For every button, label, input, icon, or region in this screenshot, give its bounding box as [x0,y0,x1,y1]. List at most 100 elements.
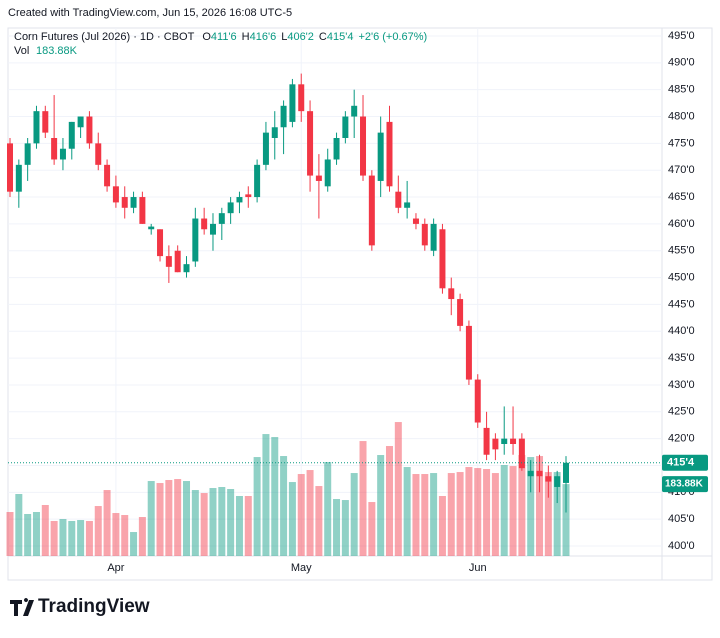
candle-body [280,105,287,128]
candle-body [298,84,305,112]
candle-body [165,256,172,267]
volume-bar [359,441,367,556]
y-tick-label: 405'0 [668,513,695,525]
candle-body [157,229,164,257]
candle-body [104,164,111,187]
volume-bar [341,500,349,556]
candle-body [545,476,552,482]
chart-title: Corn Futures (Jul 2026) · 1D · CBOT [14,31,195,43]
x-tick-label: Jun [469,562,487,574]
volume-bar [385,446,393,556]
candle-body [421,223,428,246]
volume-bar [377,455,385,556]
candle-body [262,132,269,165]
volume-bar [235,496,243,556]
candle-body [439,229,446,289]
candle-body [483,427,490,455]
candle-body [183,264,190,273]
volume-bar [15,494,23,556]
volume-bar [138,517,146,556]
candle-body [465,325,472,380]
volume-bar [183,481,191,556]
volume-bar [94,506,102,556]
brand-name: TradingView [38,596,150,617]
change: +2'6 (+0.67%) [358,31,427,43]
y-tick-label: 440'0 [668,325,695,337]
volume-bar [288,482,296,556]
volume-bar [465,467,473,556]
ohlc-value: 415'4 [327,31,354,43]
candle-body [554,476,561,487]
candle-body [386,121,393,187]
y-tick-label: 460'0 [668,218,695,230]
candle-body [510,438,517,444]
ohlc-label: L [281,31,287,43]
ohlc-label: C [319,31,327,43]
x-tick-label: Apr [107,562,124,574]
candle-body [342,116,349,138]
y-tick-label: 485'0 [668,84,695,96]
volume-bar [350,473,358,556]
volume-bar [77,520,85,556]
brand-logo [10,598,34,616]
volume-bar [518,455,526,556]
volume-bar [333,499,341,556]
volume-bar [394,422,402,556]
volume-bar [85,520,93,556]
candle-body [501,438,508,444]
candle-body [68,121,75,149]
volume-value: 183.88K [36,45,78,57]
volume-bar [191,490,199,556]
volume-bar [262,434,270,556]
candle-body [33,111,40,144]
candle-body [518,438,525,469]
candle-body [174,250,181,273]
candle-body [351,105,358,117]
y-tick-label: 450'0 [668,271,695,283]
volume-bar [412,474,420,556]
volume-bar [306,470,314,556]
volume-bar [483,469,491,556]
volume-bar [553,472,561,556]
volume-bar [41,504,49,556]
candle-body [333,138,340,160]
candle-body [77,116,84,128]
candle-body [95,143,102,165]
candle-body [563,462,569,483]
volume-bar [6,512,14,556]
volume-bar [227,489,235,556]
volume-bar [438,496,446,556]
candle-body [492,438,499,450]
volume-bar [447,473,455,556]
candle-body [448,288,455,300]
candle-body [527,470,534,477]
y-tick-label: 475'0 [668,137,695,149]
volume-bar [130,532,138,556]
candle-body [307,111,314,176]
volume-bar [562,484,570,556]
candle-body [254,164,261,198]
volume-bar [253,457,261,556]
candle-body [15,164,22,192]
candle-body [360,116,367,176]
candle-body [430,223,437,251]
volume-bar [209,488,217,556]
volume-bar [165,480,173,556]
candle-body [245,194,252,198]
candle-body [148,226,155,230]
volume-bar [103,490,111,556]
volume-bar [297,474,305,556]
volume-bar [491,473,499,556]
volume-bar [421,474,429,556]
ohlc-label: H [242,31,250,43]
y-tick-label: 400'0 [668,540,695,552]
volume-bar [68,520,76,556]
volume-bar [315,486,323,556]
volume-bar [112,513,120,556]
y-tick-label: 425'0 [668,406,695,418]
volume-bar [324,462,332,556]
last-price-label: 415'4 [667,457,695,469]
volume-bar [544,472,552,556]
candle-body [209,223,216,235]
volume-bar [174,479,182,556]
